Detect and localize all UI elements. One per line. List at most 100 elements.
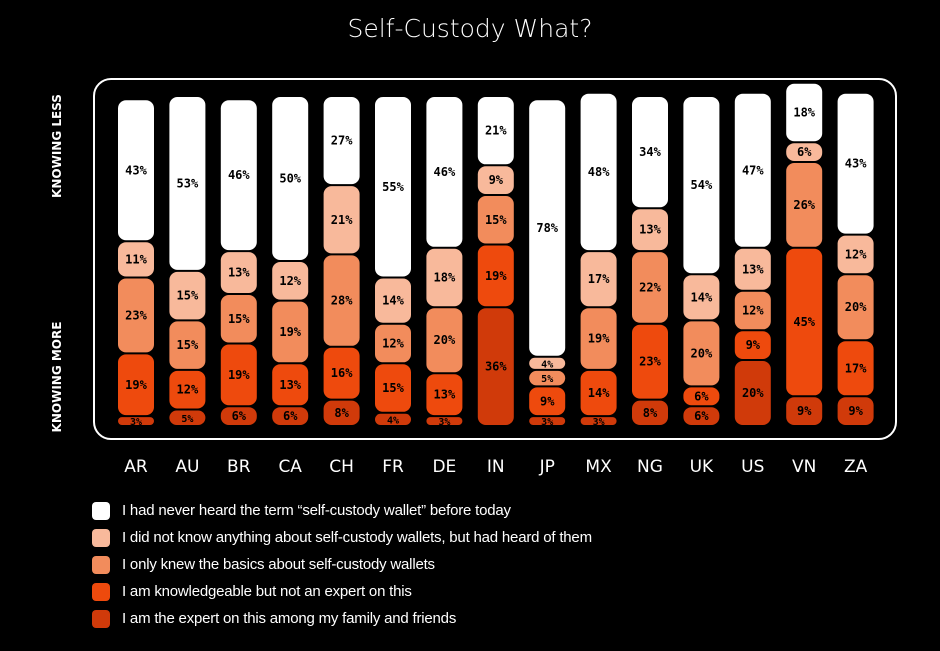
- data-label-us-0: 47%: [742, 163, 764, 177]
- data-label-vn-0: 18%: [793, 106, 815, 120]
- category-label-us: US: [741, 457, 764, 477]
- data-label-br-0: 46%: [228, 168, 250, 182]
- category-label-fr: FR: [382, 457, 404, 477]
- data-label-ng-4: 8%: [643, 406, 658, 420]
- bar-segment-us-2: [734, 291, 771, 330]
- data-label-vn-3: 45%: [793, 315, 815, 329]
- data-label-ca-3: 13%: [279, 378, 301, 392]
- bar-segment-us-1: [734, 248, 771, 290]
- legend-item: I only knew the basics about self-custod…: [92, 551, 592, 578]
- bar-segment-br-2: [220, 295, 257, 343]
- bar-segment-de-1: [426, 248, 463, 307]
- data-label-fr-1: 14%: [382, 294, 404, 308]
- data-label-de-1: 18%: [434, 271, 456, 285]
- legend-label: I only knew the basics about self-custod…: [122, 556, 435, 573]
- category-label-mx: MX: [585, 457, 612, 477]
- data-label-au-2: 15%: [177, 338, 199, 352]
- bar-segment-ng-4: [632, 400, 668, 425]
- bar-segment-in-0: [477, 97, 514, 165]
- bar-segment-za-0: [837, 93, 874, 234]
- data-label-fr-2: 12%: [382, 337, 404, 351]
- data-label-fr-3: 15%: [382, 381, 404, 395]
- bar-segment-fr-4: [375, 413, 411, 425]
- data-label-za-3: 17%: [845, 361, 867, 375]
- bar-segment-uk-0: [683, 97, 720, 274]
- chart-frame: [93, 78, 897, 440]
- legend-swatch: [92, 528, 110, 547]
- bar-segment-jp-0: [529, 100, 566, 356]
- legend-label: I am the expert on this among my family …: [122, 610, 457, 627]
- bar-segment-vn-1: [786, 143, 823, 161]
- data-label-ca-4: 6%: [283, 409, 298, 423]
- bar-segment-fr-0: [375, 97, 411, 277]
- legend-swatch: [92, 609, 110, 628]
- bar-segment-vn-0: [786, 83, 823, 142]
- data-label-in-0: 21%: [485, 124, 507, 138]
- bar-segment-in-4: [477, 308, 514, 425]
- data-label-jp-3: 9%: [540, 394, 555, 408]
- bar-segment-in-2: [477, 196, 514, 244]
- legend-swatch: [92, 501, 110, 520]
- bar-segment-au-3: [169, 370, 206, 409]
- data-label-ca-2: 19%: [279, 325, 301, 339]
- legend-label: I am knowledgeable but not an expert on …: [122, 583, 412, 600]
- bar-segment-jp-4: [529, 417, 566, 425]
- category-label-vn: VN: [792, 457, 816, 477]
- data-label-au-1: 15%: [177, 289, 199, 303]
- legend-item: I had never heard the term “self-custody…: [92, 497, 592, 524]
- bar-segment-uk-3: [683, 387, 720, 406]
- bar-segment-ar-1: [118, 242, 154, 277]
- data-label-vn-4: 9%: [797, 404, 812, 418]
- bar-segment-jp-1: [529, 357, 566, 369]
- bar-segment-ch-4: [323, 400, 360, 425]
- bar-segment-mx-0: [580, 93, 617, 251]
- bar-segment-au-1: [169, 271, 206, 320]
- data-label-au-0: 53%: [177, 176, 199, 190]
- data-label-ng-2: 22%: [639, 280, 661, 294]
- bar-segment-vn-4: [786, 397, 823, 425]
- data-label-br-2: 15%: [228, 312, 250, 326]
- data-label-ng-1: 13%: [639, 223, 661, 237]
- bar-segment-vn-2: [786, 163, 823, 247]
- data-label-de-0: 46%: [434, 165, 456, 179]
- bar-segment-jp-2: [529, 370, 566, 386]
- legend-swatch: [92, 582, 110, 601]
- bar-segment-ch-3: [323, 347, 360, 399]
- stacked-bar-chart: 3% 19% 23% 11% 43% AR 5% 12% 15% 15% 53% AU 6% 19% 15%…: [118, 83, 874, 477]
- bar-segment-mx-2: [580, 308, 617, 369]
- legend: I had never heard the term “self-custody…: [92, 497, 592, 632]
- data-label-ng-0: 34%: [639, 145, 661, 159]
- bar-segment-ch-0: [323, 97, 360, 185]
- data-label-mx-2: 19%: [588, 332, 610, 346]
- category-label-au: AU: [175, 457, 199, 477]
- legend-item: I did not know anything about self-custo…: [92, 524, 592, 551]
- bar-segment-mx-3: [580, 370, 617, 416]
- category-label-ar: AR: [124, 457, 148, 477]
- data-label-ch-0: 27%: [331, 134, 353, 148]
- data-label-uk-0: 54%: [691, 178, 713, 192]
- data-label-ch-2: 28%: [331, 294, 353, 308]
- data-label-us-2: 12%: [742, 304, 764, 318]
- category-label-de: DE: [432, 457, 456, 477]
- data-label-mx-0: 48%: [588, 165, 610, 179]
- data-label-in-2: 15%: [485, 213, 507, 227]
- bar-segment-ca-0: [272, 97, 309, 260]
- data-label-ca-1: 12%: [279, 274, 301, 288]
- bar-segment-ar-4: [118, 417, 154, 425]
- chart-title: Self-Custody What?: [347, 14, 593, 43]
- bar-segment-br-4: [220, 407, 257, 425]
- data-label-za-4: 9%: [848, 404, 863, 418]
- data-label-mx-4: 3%: [593, 417, 605, 428]
- bar-segment-ar-3: [118, 354, 154, 416]
- legend-swatch: [92, 555, 110, 574]
- data-label-za-1: 12%: [845, 247, 867, 261]
- bar-segment-ar-2: [118, 278, 154, 353]
- data-label-de-3: 13%: [434, 388, 456, 402]
- data-label-fr-0: 55%: [382, 180, 404, 194]
- bar-segment-za-3: [837, 341, 874, 396]
- bar-segment-ng-3: [632, 324, 668, 399]
- bar-segment-us-0: [734, 93, 771, 247]
- data-label-ch-4: 8%: [334, 406, 349, 420]
- bar-segment-za-1: [837, 235, 874, 274]
- data-label-vn-1: 6%: [797, 145, 812, 159]
